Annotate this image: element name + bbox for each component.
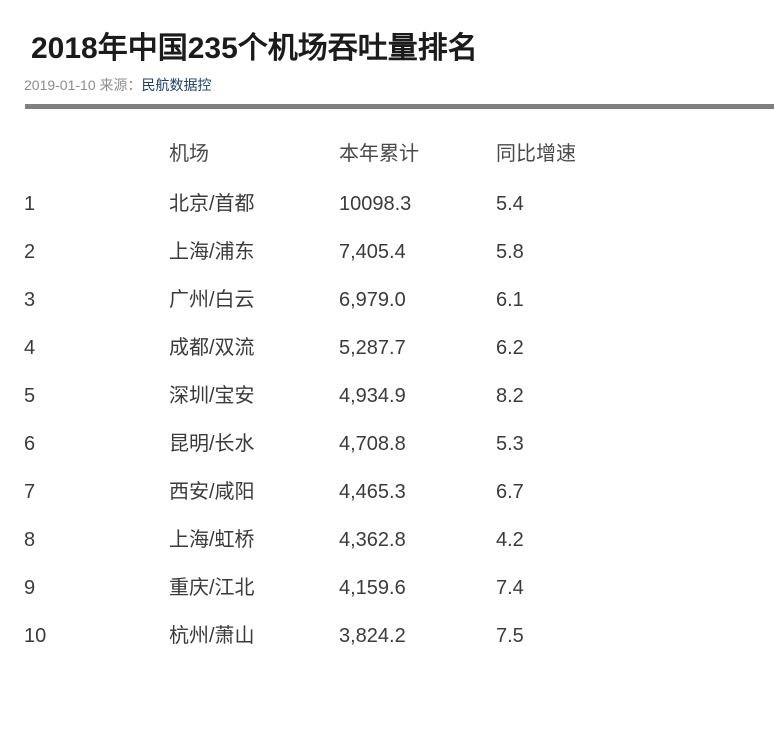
cell-growth: 6.1 (496, 289, 524, 311)
cell-rank: 9 (24, 577, 36, 599)
airport-ranking-table: 机场 本年累计 同比增速 1 北京/首都 10098.3 5.4 2 上海/浦东 7,405… (0, 128, 774, 660)
cell-rank: 8 (24, 529, 36, 551)
cell-growth: 7.4 (496, 577, 524, 599)
column-header-airport: 机场 (169, 143, 209, 165)
cell-total: 4,159.6 (339, 577, 406, 599)
table-row: 8 上海/虹桥 4,362.8 4.2 (0, 516, 774, 564)
cell-total: 4,362.8 (339, 529, 406, 551)
cell-growth: 6.7 (496, 481, 524, 503)
table-header-row: 机场 本年累计 同比增速 (0, 128, 774, 180)
cell-total: 3,824.2 (339, 625, 406, 647)
cell-airport: 西安/咸阳 (169, 481, 255, 503)
cell-total: 6,979.0 (339, 289, 406, 311)
cell-airport: 上海/浦东 (169, 241, 255, 263)
table-body: 1 北京/首都 10098.3 5.4 2 上海/浦东 7,405.4 5.8 3 广州/白云 6,… (0, 180, 774, 660)
cell-total: 4,465.3 (339, 481, 406, 503)
table-row: 10 杭州/萧山 3,824.2 7.5 (0, 612, 774, 660)
cell-total: 4,708.8 (339, 433, 406, 455)
cell-growth: 7.5 (496, 625, 524, 647)
cell-rank: 7 (24, 481, 36, 503)
cell-rank: 1 (24, 193, 36, 215)
table-row: 4 成都/双流 5,287.7 6.2 (0, 324, 774, 372)
cell-airport: 杭州/萧山 (169, 625, 255, 647)
cell-growth: 8.2 (496, 385, 524, 407)
cell-airport: 成都/双流 (169, 337, 255, 359)
table-row: 6 昆明/长水 4,708.8 5.3 (0, 420, 774, 468)
cell-growth: 5.4 (496, 193, 524, 215)
table-header: 机场 本年累计 同比增速 (0, 128, 774, 180)
cell-total: 4,934.9 (339, 385, 406, 407)
cell-rank: 5 (24, 385, 36, 407)
cell-rank: 6 (24, 433, 36, 455)
table-row: 3 广州/白云 6,979.0 6.1 (0, 276, 774, 324)
table-row: 1 北京/首都 10098.3 5.4 (0, 180, 774, 228)
cell-growth: 5.8 (496, 241, 524, 263)
column-header-rank (0, 128, 169, 180)
cell-airport: 上海/虹桥 (169, 529, 255, 551)
table-row: 7 西安/咸阳 4,465.3 6.7 (0, 468, 774, 516)
cell-airport: 深圳/宝安 (169, 385, 255, 407)
cell-growth: 4.2 (496, 529, 524, 551)
cell-airport: 昆明/长水 (169, 433, 255, 455)
cell-airport: 北京/首都 (169, 193, 255, 215)
cell-growth: 6.2 (496, 337, 524, 359)
page-title: 2018年中国235个机场吞吐量排名 (31, 32, 478, 66)
cell-rank: 4 (24, 337, 36, 359)
cell-growth: 5.3 (496, 433, 524, 455)
source-link[interactable]: 民航数据控 (141, 77, 212, 93)
table-row: 5 深圳/宝安 4,934.9 8.2 (0, 372, 774, 420)
publish-date: 2019-01-10 (24, 77, 96, 93)
column-header-growth: 同比增速 (496, 143, 576, 165)
article-meta: 2019-01-10 来源：民航数据控 (24, 75, 212, 95)
header-divider (25, 104, 774, 109)
column-header-total: 本年累计 (339, 143, 419, 165)
cell-rank: 2 (24, 241, 36, 263)
cell-total: 7,405.4 (339, 241, 406, 263)
cell-airport: 重庆/江北 (169, 577, 255, 599)
source-label: 来源： (99, 77, 142, 93)
table-row: 9 重庆/江北 4,159.6 7.4 (0, 564, 774, 612)
cell-rank: 3 (24, 289, 36, 311)
cell-total: 5,287.7 (339, 337, 406, 359)
cell-airport: 广州/白云 (169, 289, 255, 311)
table-row: 2 上海/浦东 7,405.4 5.8 (0, 228, 774, 276)
cell-total: 10098.3 (339, 193, 412, 215)
cell-rank: 10 (24, 625, 47, 647)
